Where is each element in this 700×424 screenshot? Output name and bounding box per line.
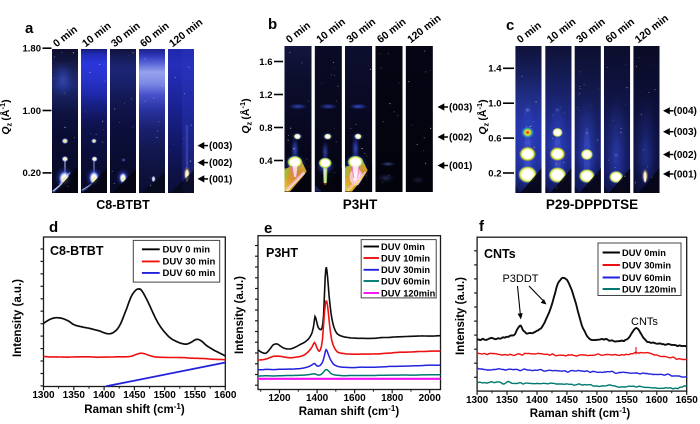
svg-text:1.4: 1.4 [488, 64, 502, 75]
svg-text:1350: 1350 [496, 395, 519, 406]
svg-text:1400: 1400 [526, 395, 549, 406]
svg-text:DUV 60min: DUV 60min [381, 276, 430, 286]
svg-text:1650: 1650 [676, 395, 699, 406]
svg-text:DUV 120min: DUV 120min [622, 284, 677, 294]
svg-text:1.00: 1.00 [23, 106, 42, 117]
svg-text:0.8: 0.8 [259, 123, 272, 134]
svg-text:1.0: 1.0 [488, 99, 501, 110]
svg-text:P3HT: P3HT [343, 197, 378, 212]
svg-text:DUV 10min: DUV 10min [381, 253, 430, 263]
svg-text:Qz (Å-1): Qz (Å-1) [475, 99, 490, 134]
svg-text:(002): (002) [449, 132, 472, 143]
svg-text:Qz (Å-1): Qz (Å-1) [0, 99, 13, 134]
svg-text:1600: 1600 [343, 393, 366, 404]
svg-text:d: d [49, 219, 58, 236]
svg-text:1.80: 1.80 [23, 44, 42, 55]
svg-text:1450: 1450 [123, 390, 146, 401]
svg-text:DUV 0 min: DUV 0 min [163, 245, 211, 256]
svg-text:CNTs: CNTs [484, 247, 516, 261]
svg-text:DUV 60min: DUV 60min [622, 273, 671, 283]
svg-text:1.6: 1.6 [259, 57, 272, 68]
svg-text:2000: 2000 [419, 393, 442, 404]
svg-text:DUV 0min: DUV 0min [381, 242, 425, 252]
svg-text:CNTs: CNTs [631, 316, 658, 328]
svg-text:Qz (Å-1): Qz (Å-1) [238, 98, 253, 133]
svg-text:1450: 1450 [556, 395, 579, 406]
svg-text:(003): (003) [209, 141, 232, 152]
svg-text:(002): (002) [209, 158, 232, 169]
svg-text:1300: 1300 [32, 390, 55, 401]
svg-text:1400: 1400 [93, 390, 116, 401]
svg-text:Raman shift (cm-1): Raman shift (cm-1) [299, 404, 400, 418]
svg-text:Raman shift (cm-1): Raman shift (cm-1) [84, 402, 185, 416]
svg-text:f: f [479, 218, 485, 235]
svg-text:C8-BTBT: C8-BTBT [96, 198, 150, 212]
svg-text:DUV 30min: DUV 30min [622, 260, 671, 270]
svg-text:DUV 60 min: DUV 60 min [163, 268, 216, 279]
svg-text:(004): (004) [674, 106, 697, 117]
svg-text:a: a [25, 20, 34, 37]
svg-text:1600: 1600 [646, 395, 669, 406]
svg-text:(002): (002) [674, 150, 697, 161]
svg-text:1200: 1200 [268, 393, 291, 404]
svg-text:(001): (001) [209, 174, 232, 185]
svg-text:1400: 1400 [306, 393, 329, 404]
svg-text:0.2: 0.2 [488, 168, 501, 179]
svg-text:P3HT: P3HT [266, 246, 298, 260]
svg-text:1350: 1350 [63, 390, 86, 401]
svg-text:DUV 120min: DUV 120min [381, 288, 436, 298]
svg-text:P3DDT: P3DDT [502, 273, 538, 285]
svg-text:0.4: 0.4 [259, 156, 273, 167]
svg-text:1.2: 1.2 [259, 90, 272, 101]
svg-text:c: c [506, 17, 514, 34]
svg-text:0.20: 0.20 [23, 168, 42, 179]
svg-text:DUV 30 min: DUV 30 min [163, 257, 216, 268]
svg-text:P29-DPPDTSE: P29-DPPDTSE [546, 197, 638, 212]
svg-text:(001): (001) [674, 169, 697, 180]
svg-text:(001): (001) [449, 161, 472, 172]
svg-text:Intensity (a.u.): Intensity (a.u.) [234, 276, 246, 354]
svg-text:1550: 1550 [184, 390, 207, 401]
svg-text:DUV 0min: DUV 0min [622, 248, 666, 258]
svg-text:e: e [264, 220, 272, 237]
svg-text:(003): (003) [674, 127, 697, 138]
svg-text:Raman shift (cm-1): Raman shift (cm-1) [530, 406, 631, 420]
svg-text:b: b [268, 16, 277, 33]
svg-text:Intensity (a.u.): Intensity (a.u.) [455, 277, 467, 355]
svg-text:(003): (003) [449, 102, 472, 113]
svg-text:0.6: 0.6 [488, 133, 501, 144]
svg-text:DUV 30min: DUV 30min [381, 265, 430, 275]
svg-text:Intensity (a.u.): Intensity (a.u.) [12, 279, 24, 357]
svg-text:1300: 1300 [466, 395, 489, 406]
svg-text:1600: 1600 [214, 390, 237, 401]
svg-text:C8-BTBT: C8-BTBT [50, 244, 104, 258]
svg-text:1800: 1800 [381, 393, 404, 404]
svg-text:1500: 1500 [154, 390, 177, 401]
svg-text:1500: 1500 [586, 395, 609, 406]
svg-text:1550: 1550 [616, 395, 639, 406]
